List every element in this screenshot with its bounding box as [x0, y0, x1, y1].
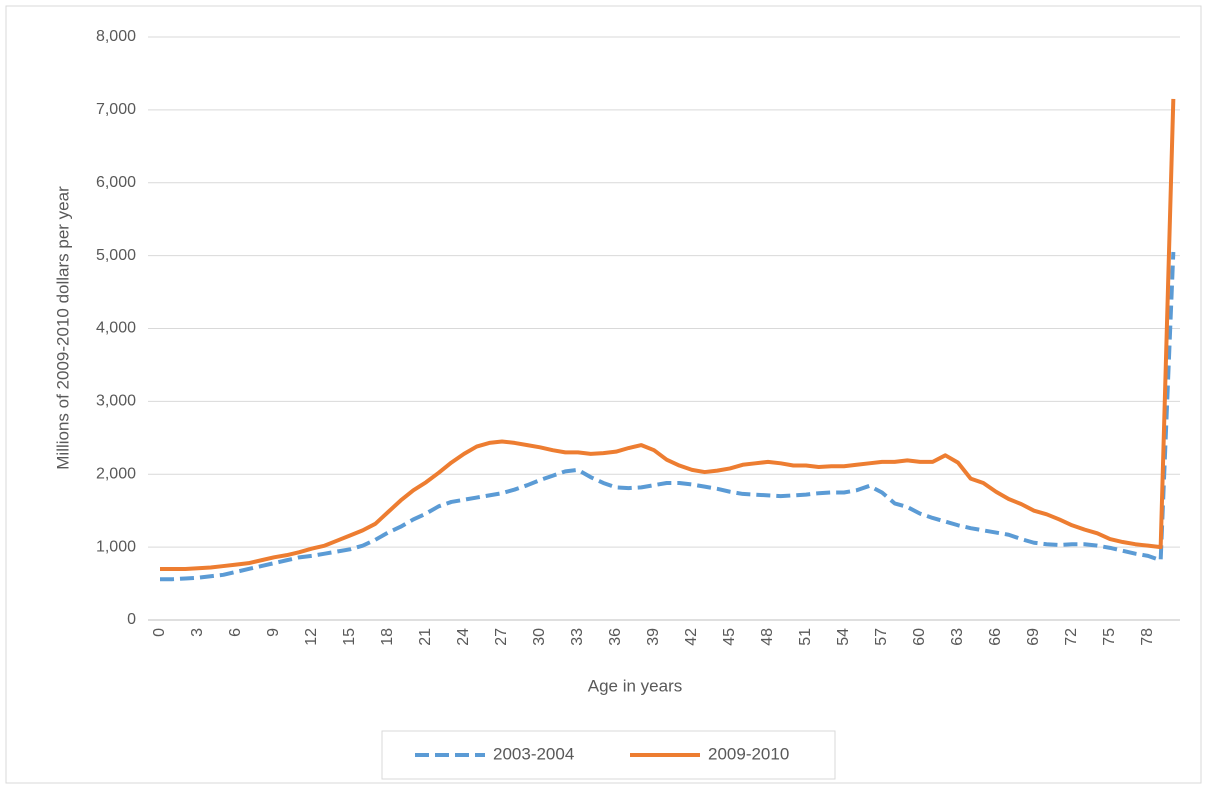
- legend-label: 2009-2010: [708, 744, 789, 763]
- x-tick-label: 6: [227, 628, 244, 637]
- x-tick-label: 27: [493, 628, 510, 646]
- x-tick-label: 36: [607, 628, 624, 646]
- x-tick-label: 69: [1025, 628, 1042, 646]
- series-line: [160, 98, 1176, 571]
- x-tick-label: 72: [1063, 628, 1080, 646]
- x-tick-label: 57: [873, 628, 890, 646]
- x-tick-label: 66: [987, 628, 1004, 646]
- x-tick-label: 9: [265, 628, 282, 637]
- series-line: [160, 251, 1176, 582]
- x-tick-label: 15: [341, 628, 358, 646]
- y-tick-label: 5,000: [96, 247, 136, 264]
- legend-label: 2003-2004: [493, 744, 574, 763]
- x-tick-label: 45: [721, 628, 738, 646]
- x-axis-label: Age in years: [588, 676, 683, 695]
- y-tick-label: 7,000: [96, 101, 136, 118]
- x-tick-label: 51: [797, 628, 814, 646]
- x-tick-label: 75: [1101, 628, 1118, 646]
- chart-frame: [5, 5, 1202, 784]
- x-tick-label: 54: [835, 628, 852, 646]
- x-tick-label: 18: [379, 628, 396, 646]
- y-tick-label: 0: [127, 611, 136, 628]
- y-tick-label: 2,000: [96, 465, 136, 482]
- y-tick-label: 6,000: [96, 174, 136, 191]
- y-tick-label: 4,000: [96, 320, 136, 337]
- x-tick-label: 3: [189, 628, 206, 637]
- x-tick-label: 24: [455, 628, 472, 646]
- x-tick-label: 48: [759, 628, 776, 646]
- x-tick-label: 78: [1139, 628, 1156, 646]
- x-tick-label: 30: [531, 628, 548, 646]
- x-tick-label: 39: [645, 628, 662, 646]
- y-axis-label: Millions of 2009-2010 dollars per year: [53, 186, 72, 470]
- x-tick-label: 0: [151, 628, 168, 637]
- x-tick-label: 21: [417, 628, 434, 646]
- y-tick-label: 8,000: [96, 28, 136, 45]
- x-tick-label: 63: [949, 628, 966, 646]
- x-tick-label: 60: [911, 628, 928, 646]
- x-tick-label: 12: [303, 628, 320, 646]
- y-tick-label: 3,000: [96, 393, 136, 410]
- y-tick-label: 1,000: [96, 538, 136, 555]
- x-tick-label: 33: [569, 628, 586, 646]
- x-tick-label: 42: [683, 628, 700, 646]
